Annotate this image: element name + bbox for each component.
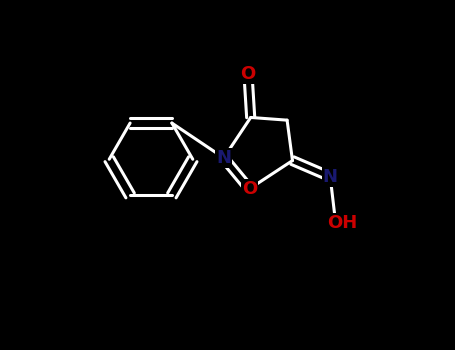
Text: O: O bbox=[240, 65, 256, 83]
Text: N: N bbox=[216, 149, 231, 167]
Text: OH: OH bbox=[327, 214, 358, 232]
Text: N: N bbox=[323, 168, 338, 186]
Text: O: O bbox=[242, 180, 257, 198]
